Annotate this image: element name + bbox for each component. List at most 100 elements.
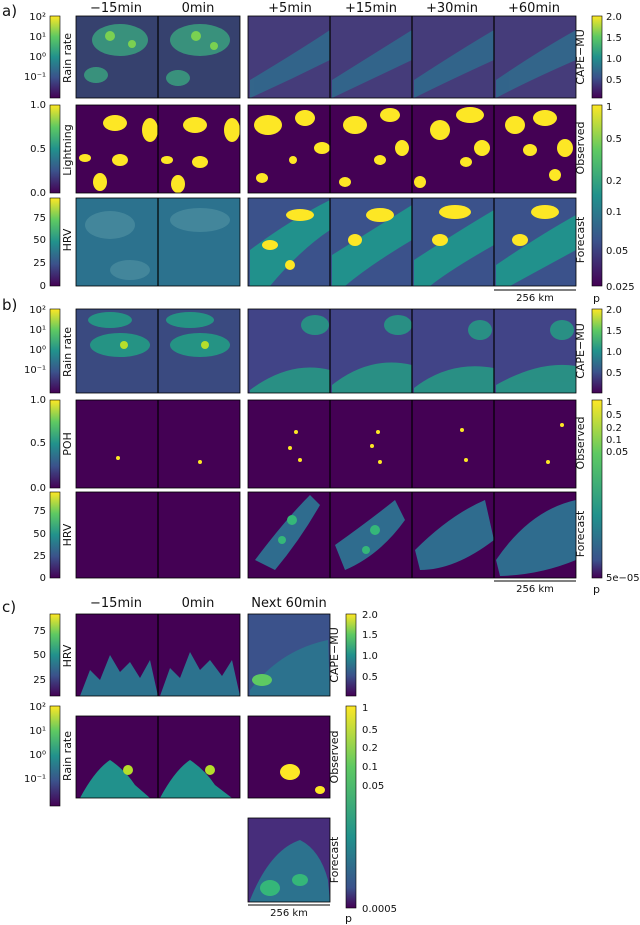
row-label-lightning: Lightning xyxy=(61,124,74,175)
tick: 10⁰ xyxy=(29,52,46,63)
panel-c-forecast-tile xyxy=(247,817,331,903)
row-label-hrv-b: HRV xyxy=(61,523,74,546)
tick: 1 xyxy=(606,397,612,408)
tick: 1.0 xyxy=(362,651,378,662)
tick: 2.0 xyxy=(606,12,622,23)
tick: 0.5 xyxy=(606,410,622,421)
row-label-rain: Rain rate xyxy=(61,33,74,83)
tick: 0.025 xyxy=(606,282,635,293)
tick: 50 xyxy=(33,235,46,246)
right-label-cape-b: CAPE−MU xyxy=(574,323,587,379)
tick: 0.1 xyxy=(362,762,378,773)
tick: 0.05 xyxy=(606,246,628,257)
colorbar-b-p: 1 0.5 0.2 0.1 0.05 5e−05 p xyxy=(591,397,640,596)
tick: 10² xyxy=(29,305,46,316)
scale-bar-c: 256 km xyxy=(248,904,330,919)
tick: 2.0 xyxy=(606,305,622,316)
scale-label-c: 256 km xyxy=(270,908,308,919)
tick: 0 xyxy=(40,281,46,292)
tick: 75 xyxy=(33,213,46,224)
tick: 0 xyxy=(40,573,46,584)
header-a-p5: +5min xyxy=(268,1,312,16)
row-label-rain-b: Rain rate xyxy=(61,327,74,377)
colorbar-a-rain: 10² 10¹ 10⁰ 10⁻¹ xyxy=(24,12,61,99)
colorbar-a-lightning: 1.0 0.5 0.0 xyxy=(30,100,61,199)
tick: 0.2 xyxy=(362,743,378,754)
colorbar-a-cape: 2.0 1.5 1.0 0.5 xyxy=(591,12,622,99)
scale-label-a: 256 km xyxy=(516,293,554,304)
header-c-0: 0min xyxy=(182,596,215,611)
header-a-p15: +15min xyxy=(345,1,397,16)
tick: 0.0 xyxy=(30,188,46,199)
panel-b-label: b) xyxy=(2,296,17,314)
tick: 1.5 xyxy=(362,630,378,641)
p-label-c: p xyxy=(345,912,352,925)
tick: 10² xyxy=(29,12,46,23)
tick: 10⁻¹ xyxy=(24,72,46,83)
tick: 0.5 xyxy=(606,134,622,145)
panel-a-lightning-row xyxy=(75,104,577,194)
tick: 25 xyxy=(33,551,46,562)
header-a-p60: +60min xyxy=(508,1,560,16)
tick: 10¹ xyxy=(29,32,46,43)
right-label-observed-a: Observed xyxy=(574,122,587,175)
right-label-forecast-c: Forecast xyxy=(328,836,341,883)
tick: 0.2 xyxy=(606,423,622,434)
colorbar-c-cape: 2.0 1.5 1.0 0.5 xyxy=(345,610,378,697)
row-label-hrv: HRV xyxy=(61,228,74,251)
row-label-rain-c: Rain rate xyxy=(61,731,74,781)
p-label-b: p xyxy=(593,583,600,596)
right-label-forecast-b: Forecast xyxy=(574,510,587,557)
tick: 0.5 xyxy=(362,672,378,683)
colorbar-b-hrv: 75 50 25 0 xyxy=(33,491,61,584)
colorbar-c-p: 1 0.5 0.2 0.1 0.05 0.0005 p xyxy=(345,703,397,925)
scale-bar-b: 256 km xyxy=(494,580,576,595)
row-label-hrv-c: HRV xyxy=(61,644,74,667)
tick: 0.1 xyxy=(606,435,622,446)
panel-c-hrv-row xyxy=(75,613,331,697)
colorbar-b-rain: 10² 10¹ 10⁰ 10⁻¹ xyxy=(24,305,61,394)
right-label-forecast-a: Forecast xyxy=(574,216,587,263)
tick: 1 xyxy=(606,102,612,113)
tick: 0.05 xyxy=(362,781,384,792)
panel-c-label: c) xyxy=(2,598,16,616)
tick: 5e−05 xyxy=(606,573,640,584)
tick: 75 xyxy=(33,626,46,637)
panel-b-rain-row xyxy=(75,308,577,394)
tick: 1 xyxy=(362,703,368,714)
tick: 0.0 xyxy=(30,483,46,494)
tick: 1.5 xyxy=(606,326,622,337)
tick: 2.0 xyxy=(362,610,378,621)
right-label-cape-a: CAPE−MU xyxy=(574,29,587,85)
tick: 10¹ xyxy=(29,726,46,737)
header-a-p30: +30min xyxy=(426,1,478,16)
tick: 0.5 xyxy=(30,144,46,155)
tick: 10² xyxy=(29,702,46,713)
colorbar-b-cape: 2.0 1.5 1.0 0.5 xyxy=(591,305,622,394)
header-a-0: 0min xyxy=(182,1,215,16)
row-label-poh: POH xyxy=(61,432,74,456)
tick: 50 xyxy=(33,650,46,661)
tick: 1.0 xyxy=(606,347,622,358)
tick: 0.5 xyxy=(606,368,622,379)
tick: 0.05 xyxy=(606,447,628,458)
colorbar-c-hrv: 75 50 25 xyxy=(33,613,61,697)
right-label-cape-c: CAPE−MU xyxy=(328,627,341,683)
tick: 25 xyxy=(33,258,46,269)
p-label-a: p xyxy=(593,292,600,305)
scale-label-b: 256 km xyxy=(516,584,554,595)
tick: 10⁻¹ xyxy=(24,774,46,785)
tick: 0.0005 xyxy=(362,904,397,915)
tick: 0.1 xyxy=(606,207,622,218)
tick: 10⁰ xyxy=(29,750,46,761)
colorbar-a-p: 1 0.5 0.2 0.1 0.05 0.025 p xyxy=(591,102,635,305)
colorbar-b-poh: 1.0 0.5 0.0 xyxy=(30,395,61,494)
tick: 1.0 xyxy=(606,54,622,65)
header-c-next60: Next 60min xyxy=(251,596,326,611)
scale-bar-a: 256 km xyxy=(494,289,576,304)
tick: 10⁻¹ xyxy=(24,365,46,376)
tick: 1.5 xyxy=(606,33,622,44)
header-a-m15: −15min xyxy=(90,1,142,16)
panel-a-hrv-row xyxy=(75,197,577,287)
